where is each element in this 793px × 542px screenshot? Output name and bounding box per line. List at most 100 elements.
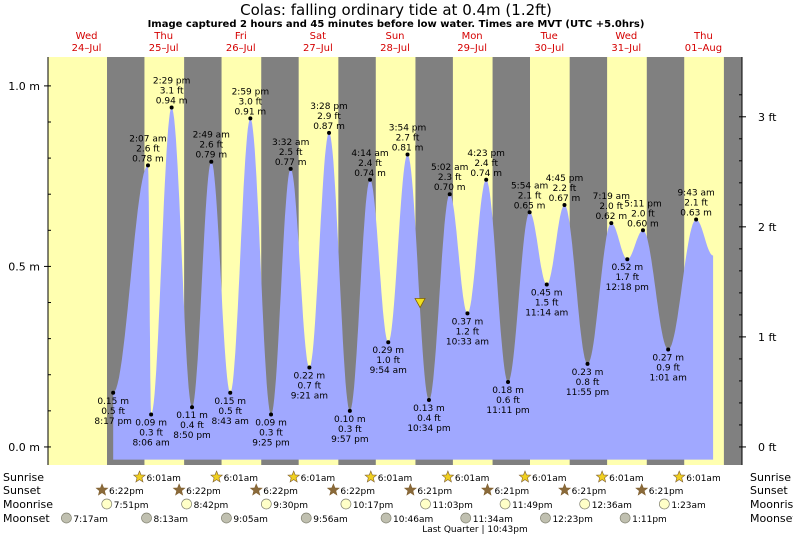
sunrise-icon xyxy=(595,470,609,483)
high-tide-point xyxy=(327,130,332,135)
moonrise-time: 8:42pm xyxy=(194,501,229,511)
high-tide-label: 3:32 am xyxy=(272,138,309,148)
moonrise-icon xyxy=(420,498,431,510)
moonrise-time: 7:51pm xyxy=(114,501,149,511)
sunset-icon xyxy=(403,483,417,496)
low-tide-label: 0.18 m xyxy=(492,386,524,396)
low-tide-label: 0.11 m xyxy=(176,411,208,421)
high-tide-label: 2.1 ft xyxy=(518,191,542,201)
sunset-icon xyxy=(172,483,186,496)
low-tide-label: 1.5 ft xyxy=(535,298,559,308)
low-tide-label: 0.10 m xyxy=(334,415,366,425)
sunset-icon xyxy=(326,483,340,496)
sunset-time: 6:21pm xyxy=(417,487,452,497)
high-tide-label: 2.4 ft xyxy=(358,159,382,169)
low-tide-label: 0.5 ft xyxy=(218,407,242,417)
low-tide-label: 0.15 m xyxy=(97,397,129,407)
sunset-time: 6:22pm xyxy=(340,487,375,497)
high-tide-label: 3.1 ft xyxy=(160,87,184,97)
low-tide-label: 0.09 m xyxy=(255,418,287,428)
date-label: 28–Jul xyxy=(380,43,410,54)
high-tide-label: 0.74 m xyxy=(354,169,386,179)
low-tide-label: 1.7 ft xyxy=(615,273,639,283)
moonrise-time: 1:23am xyxy=(671,501,706,511)
moonrise-time: 10:17pm xyxy=(353,501,393,511)
high-tide-label: 0.87 m xyxy=(313,122,345,132)
moonrise-row-label-right: Moonrise xyxy=(750,498,793,511)
moonrise-icon xyxy=(181,498,192,510)
chart-title: Colas: falling ordinary tide at 0.4m (1.… xyxy=(240,1,552,19)
high-tide-label: 0.63 m xyxy=(680,208,712,218)
high-tide-label: 3.0 ft xyxy=(238,97,262,107)
moonrise-icon xyxy=(579,498,591,510)
sunset-time: 6:22pm xyxy=(263,487,298,497)
high-tide-label: 2.6 ft xyxy=(136,144,160,154)
low-tide-label: 0.4 ft xyxy=(417,414,441,424)
moonrise-icon xyxy=(340,498,352,510)
high-tide-label: 2.9 ft xyxy=(317,112,341,122)
moonrise-time: 12:36am xyxy=(592,501,632,511)
low-tide-label: 12:18 pm xyxy=(606,283,649,293)
low-tide-label: 9:21 am xyxy=(291,392,328,402)
low-tide-point xyxy=(228,390,233,395)
high-tide-point xyxy=(405,152,410,157)
date-label: 25–Jul xyxy=(149,43,179,54)
sunset-icon xyxy=(95,483,109,496)
high-tide-label: 0.91 m xyxy=(235,107,267,117)
sunrise-row-label-right: Sunrise xyxy=(750,471,791,484)
moonset-icon xyxy=(540,512,551,524)
high-tide-label: 5:02 am xyxy=(431,163,468,173)
low-tide-label: 11:11 pm xyxy=(486,406,529,416)
moonset-time: 10:46am xyxy=(393,515,433,525)
moonset-icon xyxy=(300,512,312,524)
low-tide-label: 0.3 ft xyxy=(139,428,163,438)
moonrise-time: 11:03pm xyxy=(433,501,473,511)
right-axis-tick-label: 0 ft xyxy=(758,441,777,454)
low-tide-point xyxy=(506,379,511,384)
sunrise-icon xyxy=(364,470,378,483)
low-tide-label: 10:33 am xyxy=(446,337,489,347)
high-tide-label: 0.77 m xyxy=(275,158,307,168)
low-tide-point xyxy=(585,361,590,366)
low-tide-label: 0.9 ft xyxy=(656,363,680,373)
high-tide-label: 2.1 ft xyxy=(684,198,708,208)
low-tide-point xyxy=(149,412,154,417)
sunset-icon xyxy=(481,483,494,496)
low-tide-label: 0.8 ft xyxy=(576,378,600,388)
high-tide-label: 2.6 ft xyxy=(199,141,223,151)
sunrise-icon xyxy=(132,470,146,483)
high-tide-label: 2:07 am xyxy=(129,134,166,144)
moonrise-icon xyxy=(658,498,670,510)
high-tide-point xyxy=(209,159,214,164)
low-tide-label: 0.3 ft xyxy=(338,425,362,435)
day-of-week-label: Sun xyxy=(385,31,404,42)
low-tide-label: 8:50 pm xyxy=(173,431,211,441)
low-tide-label: 9:54 am xyxy=(370,366,407,376)
sunrise-time: 6:01am xyxy=(532,474,567,484)
low-tide-point xyxy=(426,398,431,403)
day-of-week-label: Wed xyxy=(76,31,98,42)
sunset-time: 6:22pm xyxy=(186,487,221,497)
low-tide-point xyxy=(111,390,116,395)
moonset-time: 11:34am xyxy=(473,515,513,525)
high-tide-point xyxy=(368,177,373,182)
low-tide-label: 0.15 m xyxy=(214,397,246,407)
day-of-week-label: Thu xyxy=(693,31,713,42)
moonset-time: 9:05am xyxy=(233,515,268,525)
sunset-icon xyxy=(635,483,649,496)
high-tide-point xyxy=(694,217,699,222)
moonset-time: 1:11pm xyxy=(632,515,667,525)
date-label: 29–Jul xyxy=(457,43,487,54)
high-tide-point xyxy=(484,177,489,182)
left-axis-tick-label: 0.0 m xyxy=(8,441,40,454)
right-axis-tick-label: 1 ft xyxy=(758,331,777,344)
date-label: 24–Jul xyxy=(72,43,102,54)
sunset-time: 6:21pm xyxy=(495,487,530,497)
sunset-icon xyxy=(558,483,572,496)
high-tide-label: 2.7 ft xyxy=(396,133,420,143)
date-label: 01–Aug xyxy=(685,43,722,54)
tide-area xyxy=(113,107,714,460)
sunset-icon xyxy=(249,483,263,496)
low-tide-point xyxy=(666,347,671,352)
